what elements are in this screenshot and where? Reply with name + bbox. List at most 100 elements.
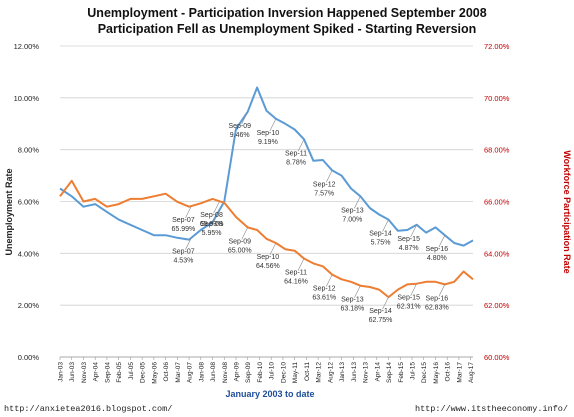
annotation-label: 64.56% xyxy=(256,263,280,270)
x-tick-label: Feb-10 xyxy=(257,362,264,383)
right-axis-title: Workforce Participation Rate xyxy=(562,150,572,273)
annotation-label: Sep-09 xyxy=(228,123,251,130)
left-tick-label: 2.00% xyxy=(18,301,40,310)
annotation-leader xyxy=(297,258,305,271)
annotation-label: Sep-13 xyxy=(341,297,364,304)
x-axis-ticks: Jan-03 Jun-03 Nov-03 Apr-04 Sep-04 Feb-05 Jul-… xyxy=(58,357,475,384)
unemployment-line xyxy=(59,86,474,247)
annotation-leader xyxy=(438,235,446,248)
right-tick-label: 62.00% xyxy=(484,301,510,310)
annotation-label: 8.78% xyxy=(286,159,306,166)
annotation-label: Sep-11 xyxy=(285,150,307,157)
x-tick-label: Jan-08 xyxy=(198,362,205,382)
left-axis-title: Unemployment Rate xyxy=(4,168,14,255)
annotation-leader xyxy=(354,285,361,298)
x-tick-label: Aug-17 xyxy=(468,362,475,383)
annotation-leader xyxy=(269,118,277,131)
x-tick-label: Sep-04 xyxy=(104,362,111,383)
annotation-leader xyxy=(325,170,333,183)
x-tick-label: Mar-17 xyxy=(456,362,463,383)
annotation-leader xyxy=(185,237,192,250)
x-tick-label: Jun-08 xyxy=(210,362,217,382)
x-tick-label: Apr-09 xyxy=(233,362,240,382)
annotation-label: 63.61% xyxy=(312,295,336,302)
annotation-leader xyxy=(410,283,417,296)
x-tick-label: Oct-06 xyxy=(163,362,170,382)
left-tick-label: 0.00% xyxy=(18,353,40,362)
annotation-leader xyxy=(241,111,248,124)
annotation-label: 7.00% xyxy=(342,216,362,223)
annotation-leader xyxy=(325,274,333,287)
annotation-label: Sep-14 xyxy=(369,308,392,315)
x-tick-label: Aug-12 xyxy=(327,362,334,383)
annotation-label: 4.53% xyxy=(173,258,193,265)
x-tick-label: Nov-03 xyxy=(81,362,88,383)
annotations: Sep-07 4.53% Sep-08 5.95% Sep-09 9.46% Sep-10 9… xyxy=(172,111,449,324)
x-axis-title: January 2003 to date xyxy=(225,389,315,399)
annotation-leader xyxy=(410,224,417,237)
x-tick-label: May-11 xyxy=(292,362,299,384)
x-tick-label: Jul-10 xyxy=(269,362,276,380)
left-tick-label: 10.00% xyxy=(14,94,40,103)
x-tick-label: Apr-14 xyxy=(374,362,381,382)
annotation-label: 65.00% xyxy=(228,247,252,254)
x-tick-label: Nov-08 xyxy=(222,362,229,383)
right-tick-label: 72.00% xyxy=(484,42,510,51)
annotation-leader xyxy=(241,227,248,240)
right-tick-label: 66.00% xyxy=(484,198,510,207)
annotation-label: 7.57% xyxy=(314,190,334,197)
right-tick-label: 70.00% xyxy=(484,94,510,103)
annotation-label: Sep-15 xyxy=(397,236,420,243)
x-tick-label: Sep-14 xyxy=(386,362,393,383)
annotation-leader xyxy=(438,284,446,297)
annotation-label: Sep-14 xyxy=(369,231,392,238)
right-tick-label: 64.00% xyxy=(484,249,510,258)
annotation-label: Sep-11 xyxy=(285,270,307,277)
footer-right-url[interactable]: http://www.itstheeconomy.info/ xyxy=(414,404,568,414)
annotation-label: 4.80% xyxy=(427,255,447,262)
annotation-label: 5.75% xyxy=(371,240,391,247)
x-tick-label: May-06 xyxy=(151,362,158,384)
right-tick-label: 68.00% xyxy=(484,146,510,155)
annotation-label: 9.19% xyxy=(258,139,278,146)
annotation-label: Sep-10 xyxy=(257,254,280,261)
annotation-label: Sep-07 xyxy=(172,217,195,224)
participation-line xyxy=(59,179,474,299)
x-tick-label: Nov-13 xyxy=(363,362,370,383)
x-tick-label: Oct-11 xyxy=(304,362,311,381)
annotation-label: 62.75% xyxy=(369,317,393,324)
x-tick-label: Mar-12 xyxy=(316,362,323,383)
chart-title: Unemployment - Participation Inversion H… xyxy=(87,6,487,20)
x-tick-label: Jan-03 xyxy=(58,362,65,382)
left-tick-label: 8.00% xyxy=(18,146,40,155)
grid-lines xyxy=(60,45,473,358)
footer-left-url[interactable]: http://anxietea2016.blogspot.com/ xyxy=(4,404,173,414)
annotation-leader xyxy=(269,242,277,256)
right-axis-ticks: 60.00% 62.00% 64.00% 66.00% 68.00% 70.00% 72.0… xyxy=(484,42,510,362)
left-axis-ticks: 0.00% 2.00% 4.00% 6.00% 8.00% 10.00% 12.00% xyxy=(14,42,40,362)
annotation-leader xyxy=(382,296,389,310)
annotation-label: Sep-08 xyxy=(200,212,223,219)
x-tick-label: Dec-10 xyxy=(280,362,287,383)
annotation-label: 63.18% xyxy=(340,306,364,313)
left-tick-label: 4.00% xyxy=(18,249,40,258)
annotation-label: Sep-10 xyxy=(257,130,280,137)
annotation-leader xyxy=(213,201,220,214)
x-tick-label: Dec-05 xyxy=(140,362,147,383)
x-tick-label: Feb-15 xyxy=(398,362,405,383)
annotation-label: Sep-12 xyxy=(313,286,336,293)
annotation-label: Sep-07 xyxy=(172,249,195,256)
x-tick-label: Apr-04 xyxy=(93,362,100,382)
x-tick-label: Jul-05 xyxy=(128,362,135,380)
x-tick-label: Sep-09 xyxy=(245,362,252,383)
annotation-label: 5.95% xyxy=(202,230,222,237)
annotation-label: Sep-13 xyxy=(341,207,364,214)
x-tick-label: Feb-05 xyxy=(116,362,123,383)
annotation-label: 62.31% xyxy=(397,304,421,311)
x-tick-label: Aug-07 xyxy=(187,362,194,383)
x-tick-label: Dec-15 xyxy=(421,362,428,383)
x-tick-label: Jun-03 xyxy=(69,362,76,382)
left-tick-label: 6.00% xyxy=(18,198,40,207)
annotation-leader xyxy=(354,196,361,209)
annotation-leader xyxy=(382,219,389,232)
